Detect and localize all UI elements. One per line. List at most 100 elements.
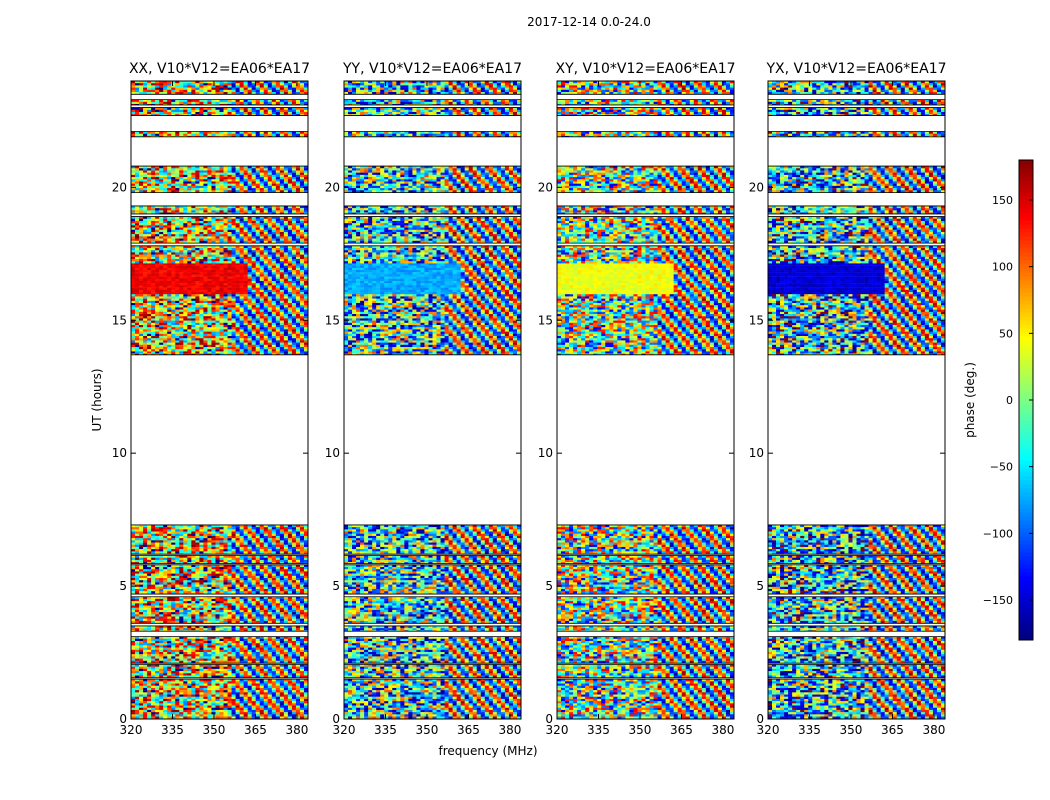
- phase-cell: [171, 641, 175, 643]
- phase-cell: [272, 714, 276, 716]
- phase-cell: [199, 669, 203, 671]
- phase-cell: [191, 684, 195, 686]
- phase-cell: [224, 667, 228, 669]
- phase-cell: [260, 686, 264, 688]
- phase-cell: [147, 692, 151, 694]
- phase-cell: [179, 699, 183, 701]
- phase-cell: [276, 690, 280, 692]
- phase-cell: [276, 641, 280, 643]
- phase-cell: [199, 712, 203, 714]
- phase-cell: [292, 695, 296, 697]
- phase-cell: [244, 688, 248, 690]
- phase-cell: [276, 669, 280, 671]
- phase-cell: [203, 681, 207, 683]
- phase-cell: [264, 641, 268, 643]
- phase-cell: [207, 681, 211, 683]
- phase-cell: [147, 708, 151, 710]
- phase-cell: [244, 692, 248, 694]
- phase-cell: [187, 686, 191, 688]
- phase-cell: [135, 645, 139, 647]
- phase-cell: [183, 667, 187, 669]
- phase-cell: [256, 710, 260, 712]
- phase-cell: [131, 703, 135, 705]
- phase-cell: [224, 690, 228, 692]
- phase-cell: [207, 703, 211, 705]
- phase-cell: [276, 697, 280, 699]
- phase-cell: [147, 699, 151, 701]
- phase-cell: [179, 690, 183, 692]
- phase-cell: [163, 699, 167, 701]
- phase-cell: [228, 710, 232, 712]
- phase-cell: [171, 688, 175, 690]
- phase-cell: [159, 686, 163, 688]
- phase-cell: [131, 697, 135, 699]
- phase-cell: [131, 667, 135, 669]
- phase-cell: [167, 692, 171, 694]
- phase-cell: [236, 706, 240, 708]
- phase-cell: [139, 699, 143, 701]
- phase-cell: [224, 697, 228, 699]
- phase-cell: [155, 671, 159, 673]
- phase-cell: [215, 673, 219, 675]
- phase-cell: [252, 643, 256, 645]
- phase-cell: [151, 673, 155, 675]
- phase-cell: [260, 710, 264, 712]
- phase-cell: [175, 641, 179, 643]
- phase-cell: [171, 639, 175, 641]
- phase-cell: [135, 641, 139, 643]
- phase-cell: [143, 703, 147, 705]
- phase-cell: [183, 673, 187, 675]
- phase-cell: [199, 714, 203, 716]
- phase-cell: [199, 710, 203, 712]
- phase-cell: [272, 639, 276, 641]
- phase-cell: [228, 671, 232, 673]
- phase-cell: [244, 697, 248, 699]
- phase-cell: [260, 708, 264, 710]
- phase-cell: [264, 701, 268, 703]
- phase-cell: [272, 703, 276, 705]
- phase-cell: [199, 681, 203, 683]
- phase-cell: [240, 695, 244, 697]
- phase-cell: [135, 681, 139, 683]
- phase-cell: [268, 710, 272, 712]
- phase-cell: [284, 673, 288, 675]
- phase-cell: [175, 671, 179, 673]
- phase-cell: [191, 714, 195, 716]
- phase-cell: [143, 695, 147, 697]
- phase-cell: [256, 673, 260, 675]
- phase-cell: [183, 701, 187, 703]
- phase-cell: [159, 714, 163, 716]
- phase-cell: [139, 686, 143, 688]
- phase-cell: [224, 645, 228, 647]
- phase-cell: [272, 671, 276, 673]
- phase-cell: [215, 667, 219, 669]
- phase-cell: [215, 697, 219, 699]
- phase-cell: [228, 701, 232, 703]
- phase-cell: [292, 712, 296, 714]
- phase-cell: [252, 669, 256, 671]
- phase-cell: [248, 690, 252, 692]
- phase-cell: [300, 639, 304, 641]
- phase-cell: [240, 686, 244, 688]
- phase-cell: [139, 688, 143, 690]
- phase-cell: [131, 639, 135, 641]
- phase-cell: [199, 699, 203, 701]
- phase-cell: [155, 639, 159, 641]
- phase-cell: [232, 645, 236, 647]
- phase-cell: [143, 669, 147, 671]
- phase-cell: [224, 708, 228, 710]
- phase-cell: [183, 708, 187, 710]
- phase-cell: [220, 673, 224, 675]
- phase-cell: [195, 671, 199, 673]
- phase-cell: [211, 645, 215, 647]
- phase-cell: [280, 710, 284, 712]
- phase-cell: [264, 686, 268, 688]
- phase-cell: [300, 692, 304, 694]
- phase-cell: [179, 639, 183, 641]
- phase-cell: [240, 708, 244, 710]
- phase-cell: [300, 701, 304, 703]
- panels-group: XX, V10*V12=EA06*EA17320 335 350 365 3800510…: [112, 61, 947, 737]
- phase-cell: [215, 703, 219, 705]
- phase-cell: [187, 688, 191, 690]
- phase-cell: [175, 669, 179, 671]
